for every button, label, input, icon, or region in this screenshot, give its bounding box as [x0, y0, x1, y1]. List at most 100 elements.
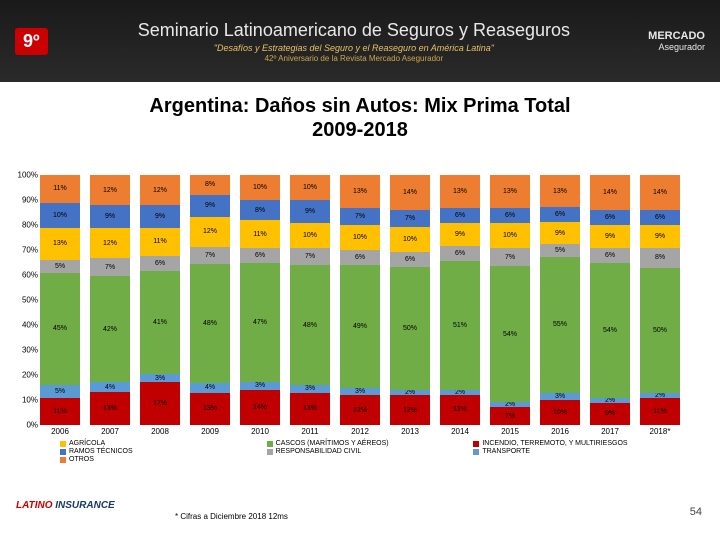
legend-swatch [60, 449, 66, 455]
bar-column: 10%8%11%6%47%3%14% [240, 175, 280, 425]
banner-right-b: MERCADO [648, 30, 705, 42]
legend-label: CASCOS (MARÍTIMOS Y AÉREOS) [276, 440, 389, 447]
bar-segment: 14% [390, 175, 430, 210]
bar-column: 13%6%10%7%54%2%7% [490, 175, 530, 425]
bar-segment: 10% [490, 223, 530, 248]
bar-segment: 13% [490, 175, 530, 208]
banner-right-s: Asegurador [658, 42, 705, 52]
bar-segment: 12% [190, 217, 230, 247]
x-label: 2017 [590, 427, 630, 436]
x-label: 2007 [90, 427, 130, 436]
bar-segment: 12% [390, 395, 430, 425]
legend-item: RESPONSABILIDAD CIVIL [267, 448, 474, 455]
bar-segment: 14% [240, 390, 280, 425]
bar-column: 13%6%9%5%55%3%10% [540, 175, 580, 425]
bar-segment: 12% [90, 228, 130, 258]
bar-segment: 6% [340, 250, 380, 265]
y-tick: 50% [22, 296, 38, 305]
bar-segment: 6% [590, 210, 630, 225]
bar-segment: 5% [40, 385, 80, 398]
bar-segment: 14% [640, 175, 680, 210]
bar-column: 14%7%10%6%50%2%12% [390, 175, 430, 425]
legend-label: INCENDIO, TERREMOTO, Y MULTIRIESGOS [482, 440, 627, 447]
legend-swatch [60, 457, 66, 463]
bar-segment: 10% [240, 175, 280, 200]
y-axis: 100%90%80%70%60%50%40%30%20%10%0% [4, 175, 38, 425]
legend: AGRÍCOLARAMOS TÉCNICOSOTROS CASCOS (MARÍT… [60, 440, 680, 464]
bar-segment: 3% [240, 382, 280, 390]
x-label: 2010 [240, 427, 280, 436]
bar-segment: 47% [240, 263, 280, 382]
bar-segment: 9% [190, 195, 230, 217]
bar-segment: 50% [640, 268, 680, 393]
y-tick: 40% [22, 321, 38, 330]
bar-segment: 54% [590, 263, 630, 398]
legend-item: CASCOS (MARÍTIMOS Y AÉREOS) [267, 440, 474, 447]
banner-line3: 42º Aniversario de la Revista Mercado As… [60, 54, 649, 63]
legend-label: OTROS [69, 456, 94, 463]
bar-segment: 48% [190, 264, 230, 383]
bar-segment: 17% [140, 382, 180, 425]
x-label: 2015 [490, 427, 530, 436]
bar-segment: 10% [340, 225, 380, 250]
bar-column: 10%9%10%7%48%3%13% [290, 175, 330, 425]
bar-segment: 4% [190, 383, 230, 393]
x-label: 2008 [140, 427, 180, 436]
bar-segment: 9% [290, 200, 330, 223]
title-line2: 2009-2018 [312, 119, 408, 141]
legend-item: RAMOS TÉCNICOS [60, 448, 267, 455]
y-tick: 70% [22, 246, 38, 255]
bar-segment: 10% [290, 175, 330, 200]
x-label: 2016 [540, 427, 580, 436]
legend-swatch [473, 449, 479, 455]
bar-segment: 13% [440, 175, 480, 208]
x-label: 2011 [290, 427, 330, 436]
legend-swatch [60, 441, 66, 447]
chart: 100%90%80%70%60%50%40%30%20%10%0% 11%10%… [40, 175, 700, 425]
bar-segment: 13% [190, 393, 230, 425]
bar-segment: 7% [490, 248, 530, 266]
bar-segment: 3% [340, 388, 380, 396]
legend-swatch [473, 441, 479, 447]
bar-segment: 54% [490, 266, 530, 402]
bar-segment: 7% [190, 247, 230, 264]
slide-title: Argentina: Daños sin Autos: Mix Prima To… [0, 94, 720, 142]
bar-segment: 12% [440, 395, 480, 425]
banner-line1: Seminario Latinoamericano de Seguros y R… [60, 20, 649, 41]
bar-segment: 6% [440, 208, 480, 223]
bar-segment: 13% [40, 228, 80, 261]
y-tick: 80% [22, 221, 38, 230]
bar-segment: 12% [340, 395, 380, 425]
bar-segment: 9% [90, 205, 130, 228]
bar-segment: 14% [590, 175, 630, 210]
bar-segment: 51% [440, 261, 480, 390]
bar-segment: 8% [190, 175, 230, 195]
bar-column: 11%10%13%5%45%5%11% [40, 175, 80, 425]
bar-segment: 49% [340, 265, 380, 388]
legend-swatch [267, 441, 273, 447]
bar-segment: 11% [640, 398, 680, 426]
bar-column: 13%7%10%6%49%3%12% [340, 175, 380, 425]
bar-segment: 6% [440, 246, 480, 261]
bar-segment: 42% [90, 276, 130, 382]
bar-segment: 6% [140, 256, 180, 271]
bar-segment: 10% [290, 223, 330, 248]
footnote: * Cifras a Diciembre 2018 12ms [175, 512, 288, 521]
bar-segment: 6% [590, 248, 630, 263]
bar-segment: 11% [40, 175, 80, 203]
banner-line2: "Desafíos y Estrategias del Seguro y el … [60, 43, 649, 53]
bar-segment: 12% [140, 175, 180, 205]
legend-item: AGRÍCOLA [60, 440, 267, 447]
bar-segment: 45% [40, 273, 80, 386]
badge-number: 9º [15, 28, 48, 55]
legend-label: RESPONSABILIDAD CIVIL [276, 448, 362, 455]
bar-segment: 13% [290, 393, 330, 426]
bar-segment: 6% [240, 248, 280, 263]
y-tick: 0% [26, 421, 38, 430]
y-tick: 100% [18, 171, 38, 180]
latino-insurance-logo: LATINO INSURANCE [16, 500, 115, 511]
bar-segment: 7% [90, 258, 130, 276]
legend-column: CASCOS (MARÍTIMOS Y AÉREOS)RESPONSABILID… [267, 440, 474, 464]
plot-area: 11%10%13%5%45%5%11%200612%9%12%7%42%4%13… [40, 175, 700, 425]
y-tick: 20% [22, 371, 38, 380]
